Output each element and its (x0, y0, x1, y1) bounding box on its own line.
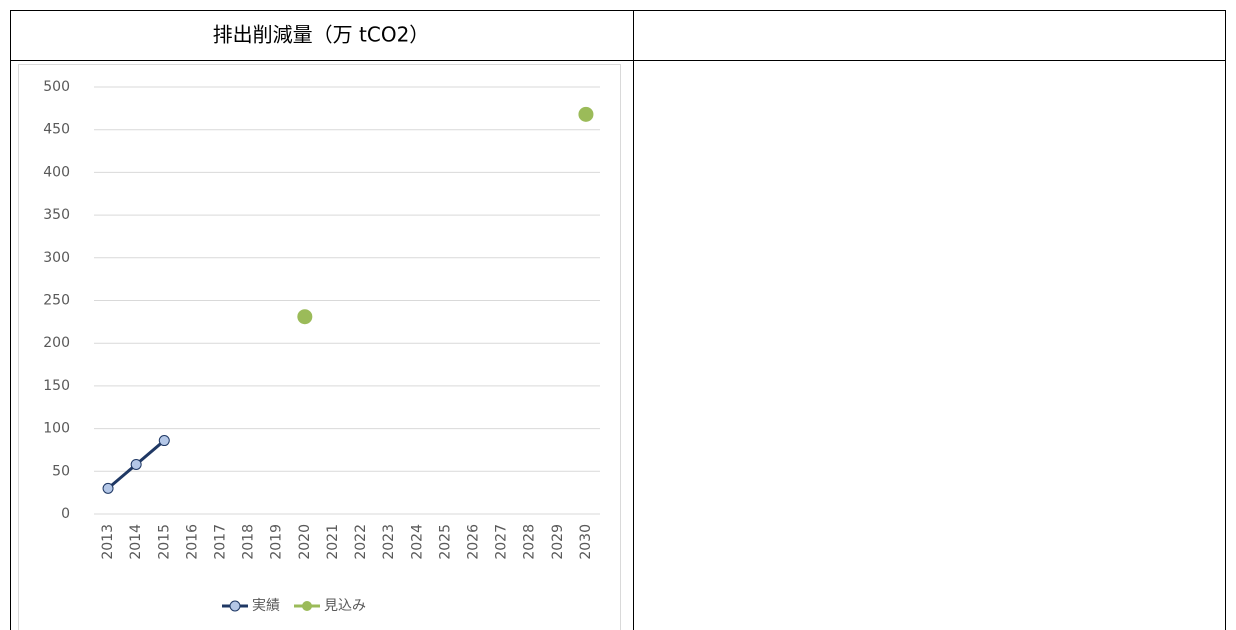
y-tick-label: 450 (43, 122, 70, 138)
y-tick-label: 150 (43, 378, 70, 394)
x-tick-label: 2028 (522, 524, 538, 560)
x-tick-label: 2027 (494, 524, 510, 560)
legend-marker (229, 600, 241, 612)
x-tick-label: 2022 (353, 524, 369, 560)
data-point (130, 458, 142, 470)
y-tick-label: 300 (43, 250, 70, 266)
y-tick-label: 500 (43, 79, 70, 95)
legend-label: 見込み (324, 598, 366, 614)
y-tick-label: 200 (43, 335, 70, 351)
legend-marker (302, 601, 312, 611)
x-tick-label: 2030 (578, 524, 594, 560)
y-tick-label: 400 (43, 164, 70, 180)
data-point (102, 482, 114, 494)
data-point (578, 106, 594, 122)
x-tick-label: 2021 (325, 524, 341, 560)
x-tick-label: 2020 (297, 524, 313, 560)
y-tick-label: 100 (43, 421, 70, 437)
x-tick-label: 2013 (100, 524, 116, 560)
x-tick-label: 2014 (128, 524, 144, 560)
x-tick-label: 2015 (156, 524, 172, 560)
data-point (297, 309, 313, 325)
legend-label: 実績 (252, 598, 280, 614)
x-tick-label: 2025 (437, 524, 453, 560)
x-tick-label: 2019 (269, 524, 285, 560)
x-tick-label: 2018 (241, 524, 257, 560)
table-borders (10, 10, 1226, 630)
chart-title: 排出削減量（万 tCO2） (213, 23, 430, 47)
y-tick-label: 50 (52, 463, 70, 479)
x-tick-label: 2016 (184, 524, 200, 560)
data-point (158, 435, 170, 447)
x-tick-label: 2023 (381, 524, 397, 560)
x-tick-label: 2017 (213, 524, 229, 560)
x-tick-label: 2024 (409, 524, 425, 560)
chart-frame (18, 64, 621, 630)
y-tick-label: 0 (61, 506, 70, 522)
x-tick-label: 2026 (466, 524, 482, 560)
y-tick-label: 350 (43, 207, 70, 223)
y-tick-label: 250 (43, 293, 70, 309)
table-frame (10, 10, 1226, 630)
x-tick-label: 2029 (550, 524, 566, 560)
